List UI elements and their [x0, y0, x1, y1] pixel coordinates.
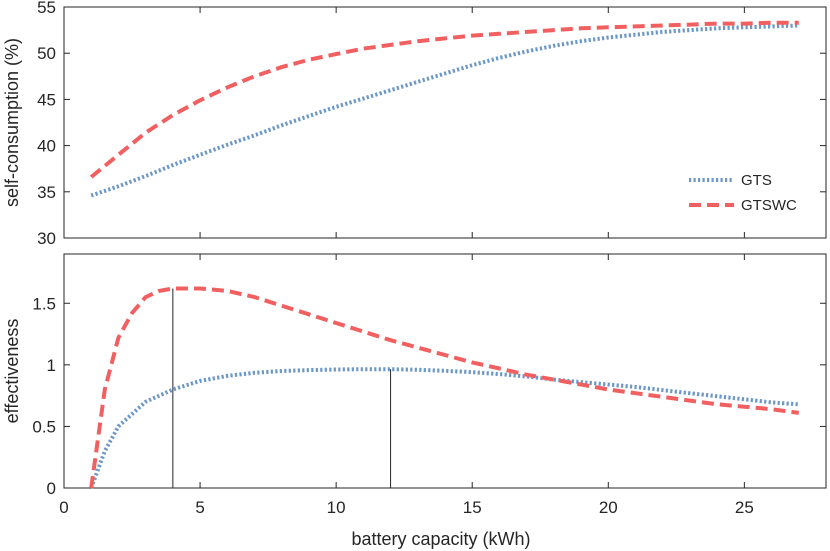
chart-top-panel: 30 35 40 45 50 55 self-consumption (%) GTS GTSWC — [2, 0, 827, 248]
axis-box — [63, 253, 827, 489]
x-tick-label: 20 — [599, 498, 618, 517]
x-tick-label: 10 — [327, 498, 346, 517]
y-tick-label: 45 — [37, 90, 56, 109]
x-tick-label: 25 — [735, 498, 754, 517]
y-tick-label: 1 — [47, 356, 56, 375]
y-tick-label: 0 — [47, 479, 56, 498]
x-tick-label: 0 — [59, 498, 68, 517]
series-line-gtswc — [89, 20, 799, 179]
y-tick-label: 35 — [37, 183, 56, 202]
legend-label-gtswc: GTSWC — [741, 197, 797, 214]
series-line-gts — [90, 23, 799, 198]
y-tick-label: 0.5 — [32, 417, 56, 436]
x-tick-label: 5 — [195, 498, 204, 517]
x-axis-label: battery capacity (kWh) — [351, 529, 530, 549]
y-tick-label: 30 — [37, 229, 56, 248]
y-tick-label: 1.5 — [32, 294, 56, 313]
x-tick-label: 15 — [463, 498, 482, 517]
axis-box — [63, 6, 827, 239]
y-axis-label-self-consumption: self-consumption (%) — [2, 38, 22, 207]
legend-label-gts: GTS — [741, 172, 772, 189]
y-tick-label: 55 — [37, 0, 56, 17]
y-axis-label-effectiveness: effectiveness — [2, 319, 22, 424]
series-line-gts — [89, 367, 799, 489]
chart-bottom-panel: 0 5 10 15 20 25 0 0.5 1 1.5 effectiveness battery c… — [2, 253, 827, 549]
series-line-gtswc — [89, 286, 800, 489]
y-tick-label: 50 — [37, 44, 56, 63]
y-tick-label: 40 — [37, 137, 56, 156]
